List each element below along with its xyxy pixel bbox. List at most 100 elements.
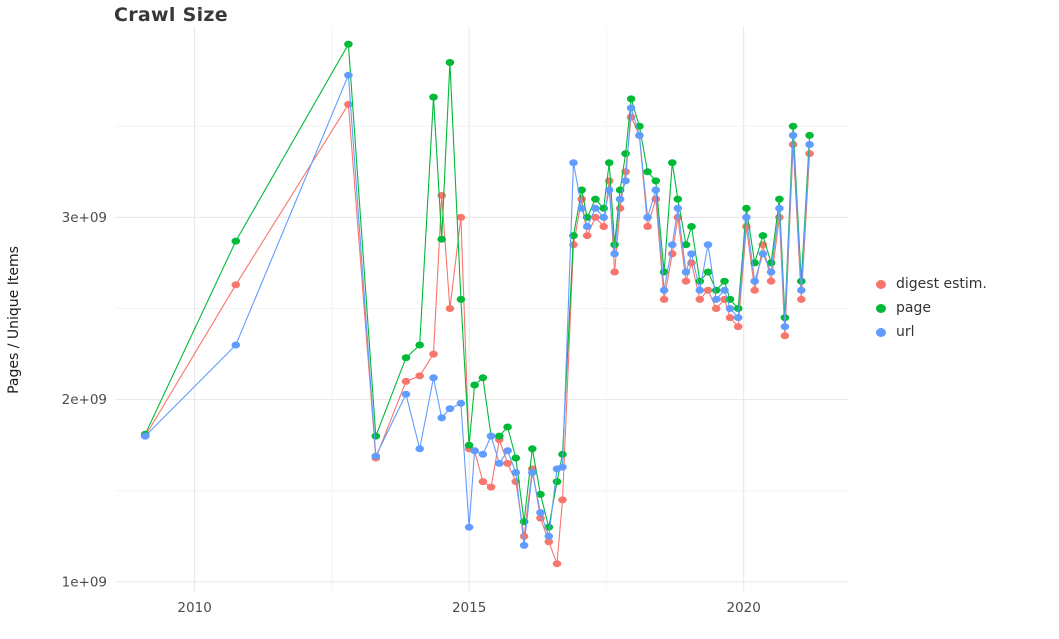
legend-label-url: url bbox=[896, 324, 915, 340]
series-line bbox=[144, 102, 811, 564]
data-point bbox=[470, 381, 479, 389]
data-point bbox=[703, 268, 713, 276]
data-point bbox=[668, 159, 677, 167]
y-tick-label: 2e+09 bbox=[62, 392, 107, 408]
data-point bbox=[503, 423, 512, 431]
data-point bbox=[626, 104, 636, 112]
data-point bbox=[464, 441, 474, 449]
data-point bbox=[582, 223, 592, 230]
data-point bbox=[445, 305, 455, 312]
data-point bbox=[599, 223, 608, 230]
data-point bbox=[558, 463, 567, 471]
data-point bbox=[733, 314, 743, 322]
data-point bbox=[552, 478, 562, 486]
data-point bbox=[668, 241, 677, 249]
data-point bbox=[582, 232, 592, 240]
data-point bbox=[486, 432, 496, 440]
data-point bbox=[536, 490, 545, 498]
data-point bbox=[703, 286, 713, 294]
data-point bbox=[486, 483, 496, 491]
data-point bbox=[231, 341, 241, 349]
data-point bbox=[577, 186, 586, 194]
data-point bbox=[621, 177, 630, 185]
data-point bbox=[659, 295, 669, 303]
data-point bbox=[577, 204, 586, 212]
data-point bbox=[371, 432, 381, 440]
data-point bbox=[415, 341, 425, 349]
x-tick-label: 2010 bbox=[177, 600, 211, 616]
legend-label-page: page bbox=[896, 300, 931, 316]
data-point bbox=[536, 509, 545, 517]
data-point bbox=[775, 204, 784, 212]
data-point bbox=[456, 295, 466, 303]
data-point bbox=[725, 314, 735, 322]
data-point bbox=[599, 213, 608, 221]
data-point bbox=[720, 277, 729, 285]
data-point bbox=[659, 286, 669, 294]
data-point bbox=[687, 250, 696, 258]
y-tick-label: 1e+09 bbox=[62, 574, 107, 590]
data-point bbox=[725, 305, 735, 312]
legend-key-digest-estim-icon bbox=[876, 279, 886, 289]
data-point bbox=[599, 204, 608, 212]
data-point bbox=[344, 100, 353, 108]
data-point bbox=[519, 532, 529, 540]
data-point bbox=[437, 235, 447, 243]
y-tick-label: 3e+09 bbox=[62, 210, 107, 226]
data-point bbox=[805, 141, 814, 148]
data-point bbox=[344, 40, 353, 48]
data-point bbox=[511, 469, 521, 476]
data-point bbox=[140, 432, 150, 440]
data-point bbox=[503, 447, 512, 455]
legend-item-digest-estim: digest estim. bbox=[876, 276, 987, 292]
data-point bbox=[544, 538, 554, 546]
data-point bbox=[720, 286, 729, 294]
data-point bbox=[511, 478, 521, 486]
data-point bbox=[780, 323, 790, 331]
data-point bbox=[401, 390, 411, 398]
data-point bbox=[478, 374, 488, 382]
data-point bbox=[401, 354, 411, 362]
data-point bbox=[528, 445, 537, 453]
data-point bbox=[231, 281, 241, 289]
data-point bbox=[495, 459, 504, 467]
data-point bbox=[544, 532, 554, 540]
data-point bbox=[797, 295, 806, 303]
data-point bbox=[750, 286, 759, 294]
data-point bbox=[470, 447, 479, 455]
data-point bbox=[569, 159, 578, 167]
data-point bbox=[615, 195, 625, 203]
data-point bbox=[681, 241, 691, 249]
data-point bbox=[610, 250, 619, 258]
data-point bbox=[695, 286, 705, 294]
data-point bbox=[437, 414, 447, 422]
data-point bbox=[766, 268, 776, 276]
data-point bbox=[758, 250, 768, 258]
data-point bbox=[643, 223, 652, 230]
legend-key-page-icon bbox=[876, 303, 886, 313]
data-point bbox=[429, 374, 438, 382]
gridlines-major bbox=[115, 26, 848, 591]
data-point bbox=[464, 523, 474, 531]
data-point bbox=[591, 213, 600, 221]
data-point bbox=[456, 213, 466, 221]
series-digest-estim- bbox=[140, 100, 814, 568]
x-tick-label: 2015 bbox=[452, 600, 486, 616]
data-point bbox=[681, 268, 691, 276]
series-line bbox=[144, 42, 811, 528]
data-point bbox=[742, 204, 751, 212]
data-point bbox=[495, 432, 504, 440]
data-point bbox=[429, 93, 438, 101]
data-point bbox=[371, 452, 381, 460]
data-point bbox=[626, 95, 636, 103]
data-point bbox=[478, 478, 488, 486]
data-point bbox=[615, 204, 625, 212]
data-point bbox=[733, 305, 743, 312]
data-point bbox=[591, 195, 600, 203]
data-point bbox=[788, 122, 798, 130]
data-point bbox=[742, 213, 751, 221]
data-point bbox=[703, 241, 713, 249]
data-point bbox=[695, 295, 705, 303]
legend-label-digest-estim: digest estim. bbox=[896, 276, 987, 292]
